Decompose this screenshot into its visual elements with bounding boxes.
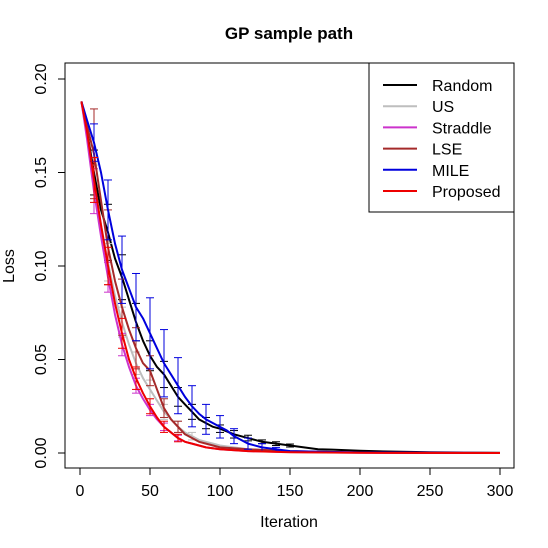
y-tick-label: 0.20 (33, 63, 50, 94)
series-layer (80, 101, 501, 454)
x-tick-label: 250 (417, 483, 444, 500)
y-tick-label: 0.00 (33, 437, 50, 468)
series-proposed (80, 101, 501, 454)
series-line (80, 101, 501, 454)
y-axis-label: Loss (1, 249, 18, 283)
x-tick-label: 200 (347, 483, 374, 500)
legend-label: Random (432, 78, 492, 95)
x-tick-label: 100 (207, 483, 234, 500)
chart-title: GP sample path (225, 24, 353, 43)
legend-label: Proposed (432, 184, 501, 201)
legend-label: Straddle (432, 120, 492, 137)
legend-label: LSE (432, 142, 462, 159)
series-line (80, 101, 501, 454)
x-axis: 0 50 100 150 200 250 300 (76, 467, 514, 500)
y-tick-label: 0.10 (33, 250, 50, 281)
x-tick-label: 0 (76, 483, 85, 500)
y-tick-label: 0.15 (33, 157, 50, 188)
x-tick-label: 50 (141, 483, 159, 500)
legend-label: MILE (432, 163, 469, 180)
series-mile (80, 101, 501, 454)
y-tick-label: 0.05 (33, 344, 50, 375)
x-tick-label: 300 (487, 483, 514, 500)
legend-box (368, 62, 515, 213)
x-tick-label: 150 (277, 483, 304, 500)
legend: Random US Straddle LSE MILE Proposed (368, 62, 515, 213)
legend-label: US (432, 99, 454, 116)
y-axis: 0.00 0.05 0.10 0.15 0.20 (33, 63, 66, 469)
x-axis-label: Iteration (260, 514, 318, 531)
